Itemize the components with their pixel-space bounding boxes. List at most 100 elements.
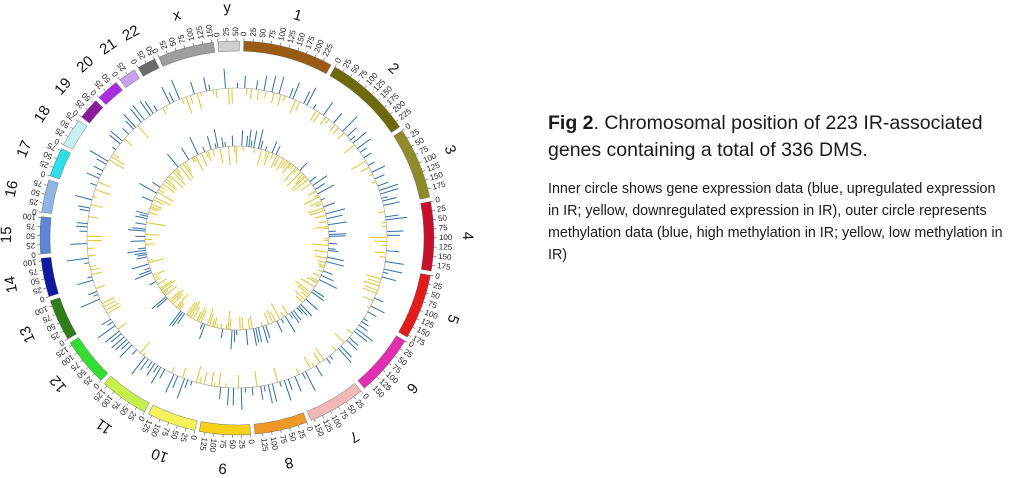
expression-bar	[163, 289, 169, 295]
tick-label: 75	[32, 178, 44, 189]
chromosome-label-3: 3	[441, 143, 460, 157]
methylation-bar	[366, 305, 370, 309]
methylation-bar	[108, 159, 125, 170]
methylation-bar	[378, 211, 385, 214]
expression-bar	[279, 159, 286, 169]
tick-mark	[404, 340, 408, 343]
tick-label: 0	[189, 434, 199, 441]
tick-label: 25	[28, 197, 39, 208]
expression-bar	[293, 178, 309, 192]
methylation-bar	[374, 174, 385, 180]
expression-bar	[179, 165, 192, 182]
tick-label: 0	[333, 56, 343, 65]
tick-mark	[420, 310, 424, 312]
expression-bar	[184, 161, 192, 173]
tick-label: 75	[439, 223, 449, 232]
tick-label: 125	[194, 25, 205, 40]
tick-mark	[377, 98, 381, 101]
tick-label: 100	[208, 438, 219, 453]
tick-mark	[136, 64, 139, 68]
tick-label: 150	[429, 170, 445, 183]
tick-mark	[426, 292, 430, 295]
tick-label: 0	[239, 31, 248, 36]
methylation-bar	[329, 124, 336, 131]
methylation-bar	[348, 337, 359, 346]
expression-bar	[295, 295, 304, 303]
methylation-bar	[254, 370, 258, 387]
expression-bar	[296, 307, 303, 315]
methylation-bar	[88, 216, 98, 219]
tick-label: 100	[22, 257, 37, 268]
tick-mark	[394, 355, 398, 359]
expression-bar	[229, 319, 232, 330]
expression-bar	[206, 307, 214, 326]
methylation-bar	[223, 68, 227, 89]
methylation-bar	[125, 120, 135, 130]
chromosome-label-10: 10	[149, 444, 170, 466]
expression-bar	[256, 149, 263, 166]
tick-label: 0	[361, 392, 371, 402]
expression-bar	[212, 318, 216, 327]
methylation-bar	[360, 166, 370, 172]
methylation-bar	[78, 205, 91, 209]
methylation-bar	[263, 75, 268, 91]
methylation-bar	[282, 95, 286, 102]
tick-mark	[388, 363, 392, 366]
expression-bar	[145, 243, 155, 246]
tick-label: 25	[296, 428, 307, 440]
methylation-bar	[189, 95, 194, 105]
figure-number: Fig 2	[548, 112, 594, 134]
methylation-bar	[256, 89, 260, 100]
tick-label: 0	[38, 294, 45, 304]
methylation-bar	[171, 366, 175, 374]
chromosome-segment-14	[40, 257, 59, 297]
methylation-bar	[374, 297, 384, 303]
methylation-bar	[97, 325, 116, 339]
expression-bar	[303, 196, 320, 205]
expression-bar	[300, 278, 315, 288]
tick-mark	[201, 41, 203, 45]
expression-bar	[127, 229, 146, 232]
methylation-bar	[319, 116, 327, 125]
methylation-bar	[370, 305, 385, 314]
tick-mark	[96, 95, 100, 98]
tick-mark	[371, 91, 374, 95]
methylation-bar	[361, 321, 369, 327]
expression-bar	[172, 293, 183, 305]
methylation-bar	[76, 222, 88, 225]
expression-bar	[317, 260, 326, 264]
methylation-bar	[181, 98, 185, 105]
tick-mark	[369, 382, 373, 386]
tick-label: 25	[158, 39, 170, 51]
expression-bar	[299, 162, 308, 171]
tick-label: 0	[30, 250, 36, 259]
tick-label: 125	[198, 437, 209, 452]
expression-bar	[135, 222, 147, 225]
expression-bar	[227, 310, 231, 330]
expression-bar	[314, 255, 327, 260]
tick-mark	[92, 373, 95, 377]
chromosome-label-1: 1	[291, 6, 304, 25]
chromosome-label-20: 20	[73, 53, 97, 77]
expression-bar	[221, 137, 224, 148]
methylation-bar	[312, 112, 321, 124]
tick-mark	[166, 50, 168, 54]
chromosome-segment-1	[243, 40, 332, 74]
expression-bar	[293, 310, 302, 321]
chromosome-label-4: 4	[459, 232, 476, 240]
expression-bar	[149, 281, 157, 286]
expression-bar	[193, 156, 197, 163]
tick-mark	[134, 407, 137, 411]
tick-mark	[376, 376, 380, 380]
tick-label: 150	[295, 31, 308, 47]
tick-mark	[40, 202, 44, 204]
figure-title: Fig 2. Chromosomal position of 223 IR-as…	[548, 110, 1008, 164]
expression-bar	[131, 263, 149, 270]
tick-label: 75	[278, 434, 289, 445]
tick-label: 75	[176, 33, 187, 44]
methylation-bar	[190, 81, 195, 95]
expression-bar	[152, 181, 161, 188]
tick-mark	[65, 338, 69, 341]
tick-mark	[119, 397, 122, 400]
methylation-bar	[172, 375, 179, 389]
